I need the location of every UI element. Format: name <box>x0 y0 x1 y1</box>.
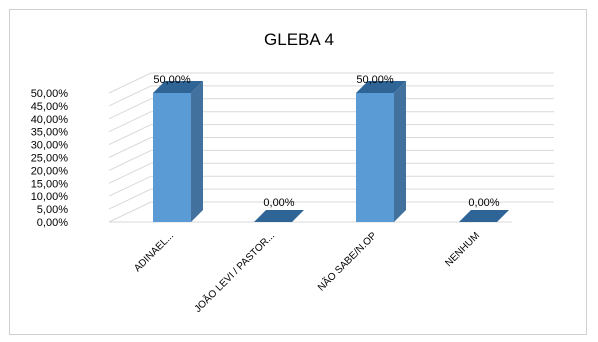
y-tick-label: 5,00% <box>37 204 68 216</box>
x-axis-categories: ADINAEL... JOÃO LEVI / PASTOR... NÃO SABE/… <box>132 229 482 315</box>
gridline-side <box>108 201 152 223</box>
category-label: JOÃO LEVI / PASTOR... <box>191 229 277 315</box>
bar <box>459 210 509 222</box>
category-label: NÃO SABE/N.OP <box>315 229 380 294</box>
chart-frame <box>9 9 587 335</box>
y-tick-label: 40,00% <box>31 114 69 126</box>
y-tick-label: 0,00% <box>37 217 68 229</box>
bars <box>153 81 509 222</box>
y-tick-label: 30,00% <box>31 140 69 152</box>
gridline-side <box>108 72 152 94</box>
y-axis-ticks: 0,00%5,00%10,00%15,00%20,00%25,00%30,00%… <box>31 88 69 229</box>
y-tick-label: 10,00% <box>31 191 69 203</box>
gridlines <box>108 72 554 223</box>
y-tick-label: 15,00% <box>31 178 69 190</box>
gridline-side <box>108 188 152 210</box>
bar-top <box>153 81 203 93</box>
y-tick-label: 35,00% <box>31 127 69 139</box>
category-label: ADINAEL... <box>132 230 176 274</box>
y-tick-label: 45,00% <box>31 101 69 113</box>
bar-top <box>356 81 406 93</box>
gridline-side <box>108 162 152 184</box>
gridline-side <box>108 85 152 107</box>
bar-side <box>191 81 203 222</box>
data-label: 50,00% <box>153 74 191 86</box>
gridline-side <box>108 124 152 146</box>
gridline-side <box>108 111 152 133</box>
bar <box>254 210 304 222</box>
category-label: NENHUM <box>443 230 482 269</box>
data-label: 50,00% <box>356 74 394 86</box>
y-tick-label: 20,00% <box>31 165 69 177</box>
gridline-side <box>108 137 152 158</box>
bar-side <box>394 81 406 222</box>
bar <box>153 93 191 222</box>
y-tick-label: 50,00% <box>31 88 69 100</box>
gridline-side <box>108 98 152 120</box>
gridline-side <box>108 175 152 197</box>
data-label: 0,00% <box>263 197 294 209</box>
data-labels: 50,00% 0,00% 50,00% 0,00% <box>153 74 499 209</box>
chart-title: GLEBA 4 <box>264 30 334 49</box>
data-label: 0,00% <box>468 197 499 209</box>
gridline-side <box>108 149 152 171</box>
bar <box>356 93 394 222</box>
y-tick-label: 25,00% <box>31 153 69 165</box>
